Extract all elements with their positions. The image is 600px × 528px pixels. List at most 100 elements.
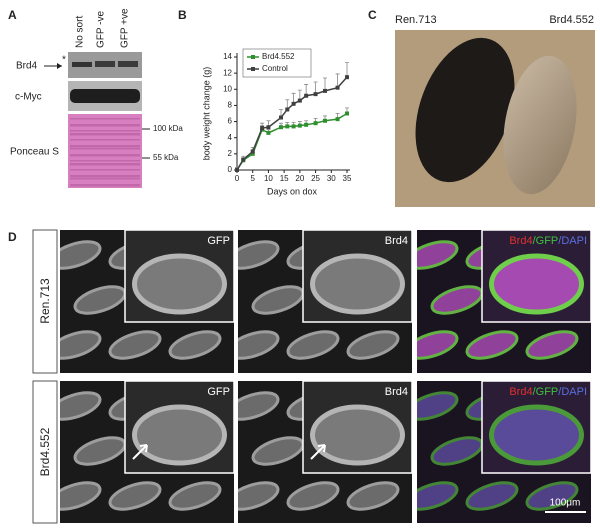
x-tick-label: 5	[250, 174, 255, 183]
follicle	[417, 330, 459, 360]
point	[345, 111, 349, 116]
point	[323, 88, 327, 93]
band	[70, 130, 140, 132]
channel-label: GFP	[207, 235, 230, 247]
band	[70, 89, 140, 103]
y-tick-label: 12	[223, 68, 232, 77]
marker-label: 100 kDa	[153, 124, 183, 133]
inset-cell	[310, 253, 405, 315]
point	[291, 124, 296, 129]
follicle	[525, 481, 579, 511]
panel-label: C	[368, 8, 377, 22]
follicle	[238, 391, 280, 421]
channel-label: GFP	[207, 386, 230, 398]
point	[260, 126, 265, 131]
x-tick-label: 15	[280, 174, 289, 183]
y-tick-label: 4	[228, 133, 233, 142]
follicle	[60, 240, 102, 270]
x-axis-label: Days on dox	[267, 186, 318, 196]
panel-label: B	[178, 8, 187, 22]
band	[70, 139, 140, 141]
image	[238, 230, 412, 373]
inset-cell	[310, 404, 405, 466]
point	[304, 93, 309, 98]
mouse	[503, 55, 577, 195]
mouse	[415, 37, 515, 183]
lane-label: GFP -ve	[96, 11, 107, 48]
follicle	[168, 481, 222, 511]
y-tick-label: 6	[228, 117, 233, 126]
inset-cell	[489, 404, 584, 466]
row-label: Ponceau S	[10, 147, 59, 158]
band	[70, 163, 140, 166]
follicle	[286, 481, 340, 511]
follicle	[525, 330, 579, 360]
point	[266, 130, 271, 135]
channel-part: Brd4	[509, 386, 532, 398]
band	[70, 148, 140, 150]
point	[279, 115, 283, 120]
point	[335, 117, 340, 122]
point	[335, 85, 340, 90]
band	[70, 175, 140, 178]
follicle	[108, 330, 162, 360]
follicle	[60, 330, 102, 360]
point	[297, 98, 302, 103]
marker-label: 55 kDa	[153, 153, 179, 162]
lane-label: GFP +ve	[120, 8, 131, 48]
y-tick-label: 8	[228, 101, 233, 110]
follicle	[346, 330, 400, 360]
follicle	[238, 481, 280, 511]
y-tick-label: 0	[228, 165, 233, 174]
point	[323, 118, 327, 123]
y-axis-label: body weight change (g)	[201, 67, 211, 161]
band	[70, 178, 140, 180]
follicle	[465, 481, 519, 511]
follicle	[346, 481, 400, 511]
follicle	[417, 240, 459, 270]
panel-label: D	[8, 230, 17, 244]
point	[250, 149, 255, 154]
photo-label: Ren.713	[395, 14, 437, 26]
band	[70, 145, 140, 148]
follicle	[417, 391, 459, 421]
follicle	[286, 330, 340, 360]
channel-part: /GFP	[533, 235, 559, 247]
x-tick-label: 20	[295, 174, 304, 183]
arrow-head	[57, 63, 62, 69]
channel-part: /GFP	[533, 386, 559, 398]
x-tick-label: 10	[264, 174, 273, 183]
channel-part: Brd4	[509, 235, 532, 247]
band	[70, 154, 140, 157]
band	[70, 133, 140, 136]
follicle	[238, 240, 280, 270]
y-tick-label: 2	[228, 149, 233, 158]
image	[238, 381, 412, 523]
channel-part: /DAPI	[558, 386, 587, 398]
band	[70, 160, 140, 162]
x-tick-label: 30	[327, 174, 336, 183]
error-bar	[313, 81, 318, 95]
image	[60, 381, 234, 523]
band	[70, 124, 140, 127]
point	[313, 121, 318, 126]
channel-label: Brd4	[385, 235, 408, 247]
row-box	[32, 229, 58, 374]
channel-label: Brd4	[385, 386, 408, 398]
point	[235, 168, 239, 172]
row-label: Ren.713	[38, 278, 52, 324]
point	[285, 107, 290, 112]
legend-marker	[251, 55, 255, 59]
ponceau-bands	[70, 118, 140, 187]
inset-cell	[489, 253, 584, 315]
follicle	[168, 330, 222, 360]
follicle	[417, 481, 459, 511]
line-chart: 0 2 4 6 8 10 12 14 0 5 10 15 20 25 30 35 Days on dox body…	[201, 48, 352, 196]
inset-cell	[132, 253, 227, 315]
legend-box	[242, 48, 312, 78]
star: *	[62, 55, 66, 66]
band	[70, 184, 140, 187]
legend-marker	[251, 67, 255, 71]
